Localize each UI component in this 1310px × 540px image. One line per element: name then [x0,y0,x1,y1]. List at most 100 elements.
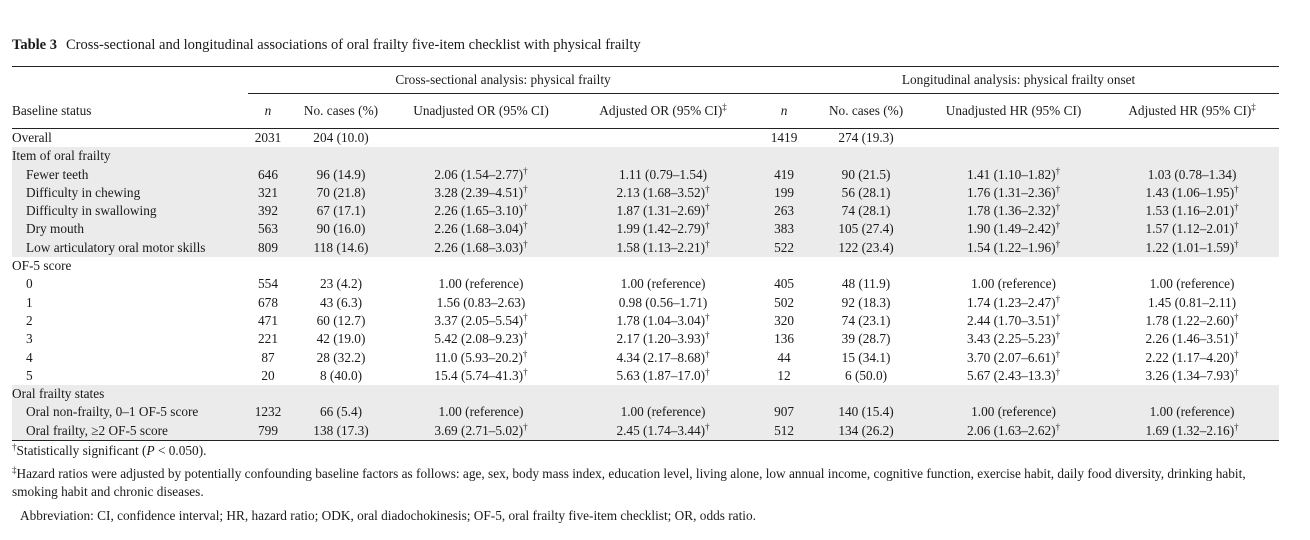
col-n-long: n [758,93,811,129]
cell-n-cross: 563 [248,220,288,239]
significance-dagger: † [705,348,710,359]
cell-unadjusted-hr: 2.06 (1.63–2.62)† [922,421,1106,442]
cell-adjusted-hr: 1.00 (reference) [1149,276,1235,292]
cell-cases-cross [288,147,394,166]
cell-n-long: 512 [758,421,811,442]
cell-cases-long: 92 (18.3) [841,294,891,310]
cell-n-cross: 678 [258,294,278,310]
table-row: Oral frailty, ≥2 OF-5 score 799 138 (17.3)… [12,421,1280,442]
footnote-significance: †Statistically significant (P < 0.050). [12,442,207,459]
row-label: 4 [26,349,33,365]
cell-adjusted-hr: 3.26 (1.34–7.93)† [1145,366,1239,383]
cell-n-cross: 809 [248,238,288,258]
significance-dagger: † [705,421,710,432]
cell-adjusted-hr: 1.57 (1.12–2.01)† [1105,220,1280,239]
cell-n-long [758,257,810,275]
cell-adjusted-or [568,147,759,166]
cell-unadjusted-hr: 1.41 (1.10–1.82)† [922,165,1106,184]
cell-unadjusted-or: 2.26 (1.65–3.10)† [394,202,568,221]
cell-cases-cross: 43 (6.3) [319,294,363,310]
significance-dagger: † [523,202,528,213]
cell-cases-long [810,147,923,166]
cell-cases-cross: 67 (17.1) [288,202,394,221]
row-label: Overall [12,130,52,145]
significance-dagger: † [1234,183,1239,194]
significance-dagger: † [1055,330,1061,341]
cell-n-long: 12 [777,367,791,383]
cell-unadjusted-or [394,147,568,166]
cell-n-long: 44 [777,349,791,365]
table-row: Oral non-frailty, 0–1 OF-5 score 1232 66 (… [12,403,1280,422]
cell-cases-cross [288,257,394,275]
significance-dagger: † [1055,202,1061,213]
cell-adjusted-hr [1105,385,1280,404]
cell-adjusted-hr: 1.22 (1.01–1.59)† [1105,238,1280,258]
cell-cases-long: 74 (23.1) [841,312,891,328]
cell-unadjusted-or [394,129,568,148]
table-row: 4 87 28 (32.2) 11.0 (5.93–20.2)† 4.34 (2.17–… [12,349,1279,367]
ddagger-mark: ‡ [1251,102,1256,112]
table-row: Fewer teeth 646 96 (14.9) 2.06 (1.54–2.77)†… [12,165,1280,184]
cell-n-cross: 221 [258,331,278,347]
row-label: Difficulty in swallowing [12,202,248,221]
table-section-row: Item of oral frailty [12,147,1280,166]
col-adjusted-or: Adjusted OR (95% CI)‡ [568,93,759,129]
row-label: 3 [26,331,33,347]
cell-adjusted-or: 2.17 (1.20–3.93)† [616,330,710,347]
cell-unadjusted-or [394,257,568,275]
significance-dagger: † [1234,220,1239,231]
cell-n-long [758,385,811,404]
cell-n-long: 199 [758,183,811,203]
cell-cases-cross: 28 (32.2) [316,349,366,365]
cell-cases-long: 122 (23.4) [810,238,923,258]
footnote-adjustment: ‡Hazard ratios were adjusted by potentia… [12,465,1246,500]
cell-adjusted-hr: 1.43 (1.06–1.95)† [1105,183,1280,203]
cell-cases-long: 15 (34.1) [841,349,891,365]
column-header-row: Baseline status n No. cases (%) Unadjust… [12,93,1280,129]
table-caption: Table 3 Cross-sectional and longitudinal … [12,37,641,54]
cell-adjusted-or [568,257,758,275]
cell-cases-cross: 8 (40.0) [319,367,363,383]
cell-adjusted-hr: 2.26 (1.46–3.51)† [1145,330,1239,347]
cell-unadjusted-hr [922,257,1105,275]
cell-n-cross: 554 [258,276,278,292]
cell-n-long: 502 [774,294,795,310]
table-row: Low articulatory oral motor skills 809 118… [12,238,1280,258]
cell-cases-long: 90 (21.5) [810,165,923,184]
cell-adjusted-hr [1105,129,1279,148]
significance-dagger: † [1055,238,1061,249]
significance-dagger: † [705,220,710,231]
cell-n-cross: 392 [248,202,288,221]
cell-adjusted-or: 4.34 (2.17–8.68)† [616,348,710,365]
cell-n-long: 522 [758,238,811,258]
longitudinal-group-header: Longitudinal analysis: physical frailty … [758,66,1280,94]
cell-adjusted-or: 5.63 (1.87–17.0)† [616,366,710,383]
cell-adjusted-or [568,129,758,148]
significance-dagger: † [1055,348,1061,359]
cell-cases-long: 105 (27.4) [810,220,923,239]
table-section-row: Oral frailty states [12,385,1280,404]
significance-dagger: † [1234,202,1239,213]
significance-dagger: † [1055,165,1061,176]
cell-unadjusted-or: 2.06 (1.54–2.77)† [394,165,568,184]
significance-dagger: † [1055,366,1061,377]
significance-dagger: † [1055,220,1061,231]
table-body: Overall 2031 204 (10.0) 1419 274 (19.3) Item … [12,129,1280,442]
cell-unadjusted-or: 3.37 (2.05–5.54)† [434,311,528,328]
significance-dagger: † [705,366,710,377]
cell-n-long: 136 [774,331,795,347]
row-label: Oral frailty states [12,385,248,404]
cell-adjusted-or: 1.87 (1.31–2.69)† [568,202,759,221]
significance-dagger: † [1234,348,1239,359]
table-footnotes: †Statistically significant (P < 0.050). … [12,442,1287,525]
significance-dagger: † [705,311,710,322]
significance-dagger: † [1234,330,1239,341]
cell-adjusted-hr [1105,257,1279,275]
cell-cases-long: 6 (50.0) [844,367,888,383]
cell-unadjusted-or: 1.00 (reference) [438,276,524,292]
significance-dagger: † [1234,238,1239,249]
cell-n-long: 263 [758,202,811,221]
cell-unadjusted-hr: 1.00 (reference) [971,276,1056,292]
significance-dagger: † [1055,183,1061,194]
